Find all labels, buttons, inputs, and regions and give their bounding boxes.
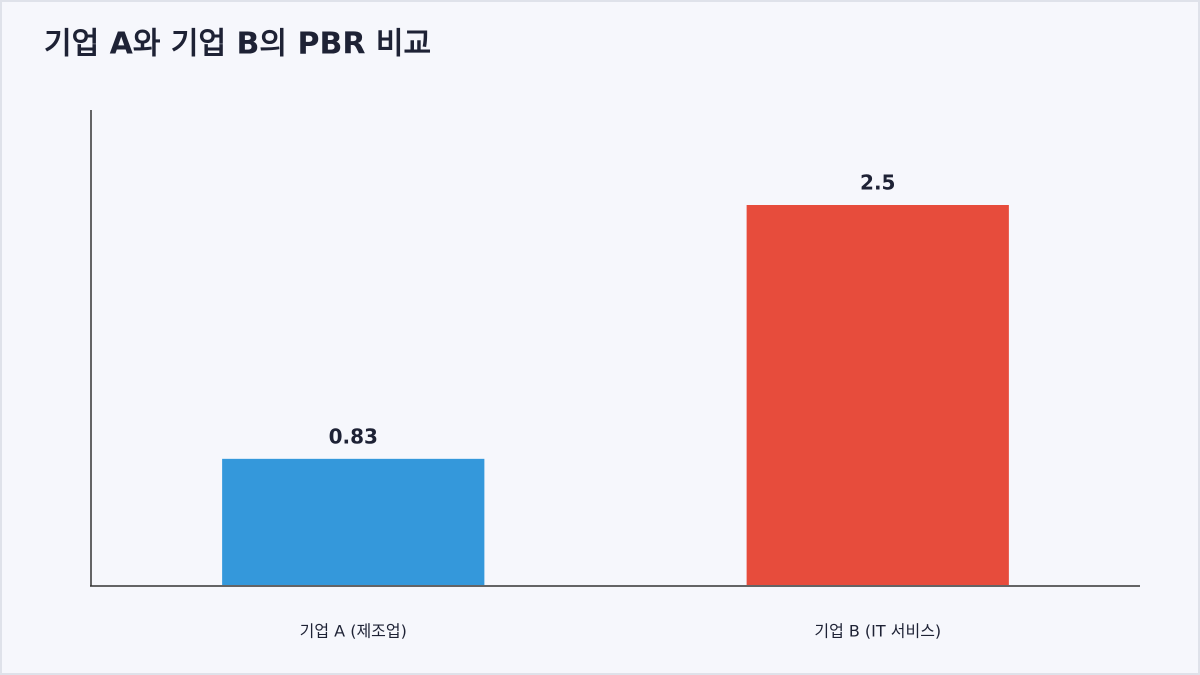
chart-title: 기업 A와 기업 B의 PBR 비교 bbox=[44, 27, 431, 62]
bar bbox=[222, 458, 485, 585]
x-tick-label: 기업 A (제조업) bbox=[300, 622, 407, 641]
x-tick-label: 기업 B (IT 서비스) bbox=[814, 622, 941, 641]
bar bbox=[746, 205, 1009, 585]
value-label: 0.83 bbox=[329, 424, 378, 448]
value-label: 2.5 bbox=[860, 171, 895, 195]
